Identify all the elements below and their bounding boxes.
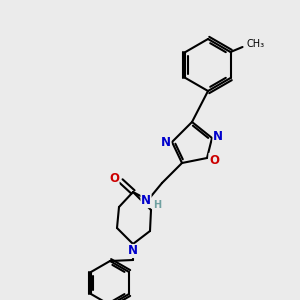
Text: CH₃: CH₃ xyxy=(247,39,265,49)
Text: O: O xyxy=(209,154,219,166)
Text: N: N xyxy=(141,194,151,208)
Text: H: H xyxy=(153,200,161,210)
Text: N: N xyxy=(161,136,171,148)
Text: N: N xyxy=(128,244,138,257)
Text: N: N xyxy=(213,130,223,143)
Text: O: O xyxy=(109,172,119,185)
